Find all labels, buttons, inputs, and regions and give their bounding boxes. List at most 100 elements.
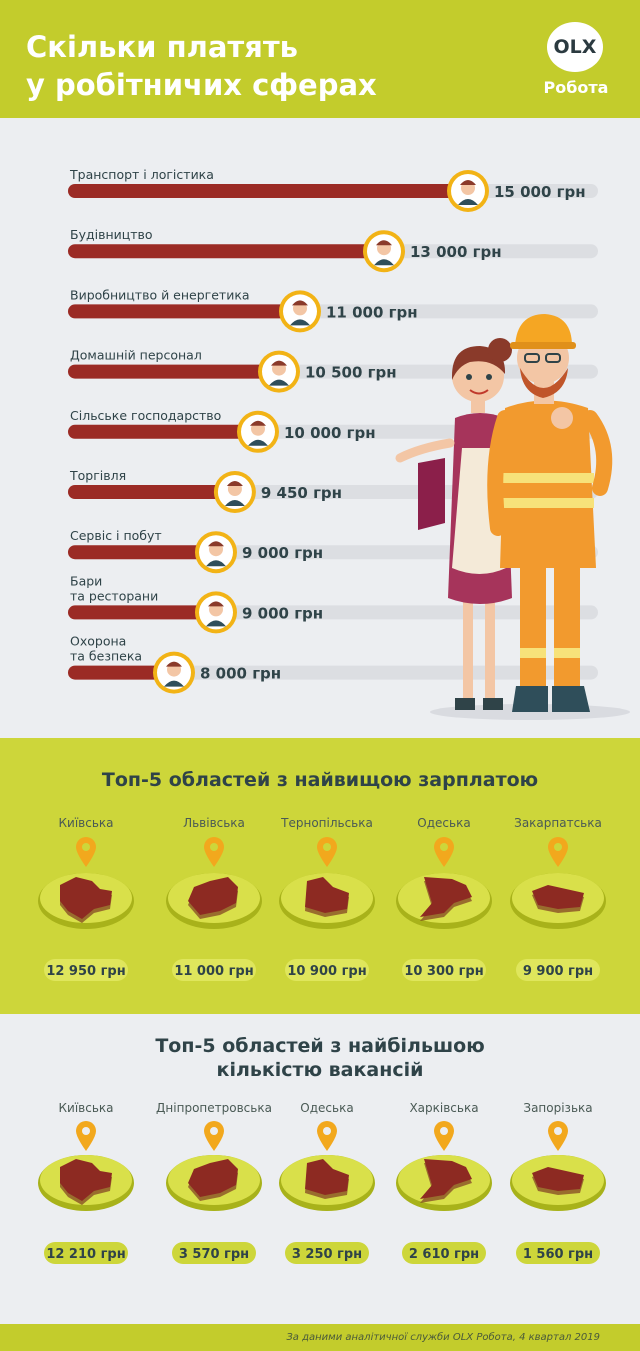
- bar: [68, 424, 258, 439]
- pin-dot: [554, 1127, 562, 1135]
- region-value: 2 610 грн: [409, 1247, 479, 1262]
- region-map-icon: [188, 1159, 238, 1197]
- category-label: Домашній персонал: [70, 348, 202, 363]
- region-name: Запорізька: [523, 1101, 592, 1115]
- region-map-icon: [188, 877, 238, 915]
- salary-by-sector-section: 15 000 грн Транспорт і логістика 13 000 гр…: [0, 118, 640, 738]
- bar: [68, 184, 468, 198]
- title-line-2: у робітничих сферах: [26, 68, 377, 102]
- value-pill: [44, 1242, 128, 1264]
- worker-body: [374, 259, 394, 266]
- top-vacancy-title: Топ-5 областей з найбільшою кількістю ва…: [0, 1034, 640, 1082]
- logo-text: OLX: [553, 36, 597, 58]
- location-pin-icon: [317, 837, 337, 867]
- region-value: 9 900 грн: [523, 964, 593, 979]
- region-name: Львівська: [183, 816, 245, 830]
- location-pin-icon: [548, 837, 568, 867]
- worker-body: [206, 620, 226, 627]
- worker-hair: [376, 240, 392, 246]
- region-map-icon: [532, 1167, 584, 1191]
- bar: [68, 665, 174, 680]
- value-pill: [285, 1242, 369, 1264]
- builder-illustration: [487, 314, 613, 712]
- region-map-icon: [60, 877, 112, 919]
- value-pill: [402, 959, 486, 981]
- bar: [68, 605, 216, 620]
- value-pill: [172, 959, 256, 981]
- worker-body: [248, 439, 268, 446]
- region-value: 12 950 грн: [46, 964, 125, 979]
- value-pill: [285, 959, 369, 981]
- source-note: За даними аналітичної служби OLX Робота,…: [0, 1324, 640, 1351]
- top-salary-regions-chart: Київська 12 950 грн Львівська 11 000 грн Тер…: [38, 816, 606, 981]
- value-pill: [516, 959, 600, 981]
- location-pin-icon: [204, 1121, 224, 1151]
- pin-dot: [440, 843, 448, 851]
- worker-body: [269, 379, 289, 386]
- region-map-icon: [60, 1159, 112, 1201]
- category-label: Транспорт і логістика: [69, 167, 214, 182]
- value-label: 9 450 грн: [261, 484, 342, 502]
- region-name: Одеська: [417, 816, 470, 830]
- category-label: та безпека: [70, 649, 142, 664]
- top-vacancy-regions-section: Топ-5 областей з найбільшою кількістю ва…: [0, 1014, 640, 1324]
- pin-dot: [210, 1127, 218, 1135]
- value-label: 8 000 грн: [200, 665, 281, 683]
- page-title: Скільки платять у робітничих сферах: [26, 28, 446, 104]
- worker-body: [224, 500, 245, 506]
- worker-hair: [292, 300, 308, 306]
- value-pill: [172, 1242, 256, 1264]
- bar: [68, 364, 279, 379]
- worker-body: [206, 560, 226, 567]
- category-label: та ресторани: [70, 588, 158, 603]
- worker-hair: [166, 661, 182, 667]
- top-salary-regions-section: Топ-5 областей з найвищою зарплатою Київ…: [0, 738, 640, 1014]
- value-pill: [402, 1242, 486, 1264]
- value-label: 13 000 грн: [410, 243, 502, 261]
- region-name: Дніпропетровська: [156, 1101, 272, 1115]
- category-label: Торгівля: [69, 468, 126, 483]
- worker-body: [164, 680, 184, 687]
- region-value: 1 560 грн: [523, 1247, 593, 1262]
- pin-dot: [82, 1127, 90, 1135]
- value-label: 9 000 грн: [242, 544, 323, 562]
- region-name: Харківська: [409, 1101, 478, 1115]
- value-label: 9 000 грн: [242, 604, 323, 622]
- region-map-icon: [420, 877, 472, 917]
- value-pill: [516, 1242, 600, 1264]
- category-label: Сільське господарство: [70, 408, 221, 423]
- top-vacancy-title-line-2: кількістю вакансій: [216, 1059, 424, 1081]
- worker-body: [290, 319, 310, 326]
- location-pin-icon: [204, 837, 224, 867]
- worker-hair: [460, 180, 476, 185]
- bar: [68, 304, 300, 319]
- value-pill: [44, 959, 128, 981]
- worker-hair: [250, 420, 266, 426]
- region-map-icon: [305, 1159, 349, 1195]
- worker-hair: [208, 541, 224, 547]
- category-label: Будівництво: [70, 227, 153, 242]
- region-map-icon: [420, 1159, 472, 1199]
- value-label: 11 000 грн: [326, 303, 418, 321]
- worker-hair: [208, 601, 224, 607]
- title-line-1: Скільки платять: [26, 30, 299, 64]
- location-pin-icon: [434, 837, 454, 867]
- value-label: 10 000 грн: [284, 424, 376, 442]
- region-value: 12 210 грн: [46, 1247, 125, 1262]
- olx-logo: OLX: [547, 22, 603, 72]
- region-name: Тернопільська: [280, 816, 373, 830]
- category-label: Охорона: [70, 634, 126, 649]
- region-value: 11 000 грн: [174, 964, 253, 979]
- worker-body: [458, 199, 478, 205]
- region-value: 3 570 грн: [179, 1247, 249, 1262]
- location-pin-icon: [548, 1121, 568, 1151]
- top-vacancy-title-line-1: Топ-5 областей з найбільшою: [155, 1035, 485, 1057]
- region-map-icon: [305, 877, 349, 913]
- top-vacancy-regions-chart: Київська 12 210 грн Дніпропетровська 3 570 …: [38, 1101, 606, 1264]
- region-name: Одеська: [300, 1101, 353, 1115]
- pin-dot: [210, 843, 218, 851]
- sector-bar-chart: 15 000 грн Транспорт і логістика 13 000 гр…: [68, 167, 630, 720]
- region-value: 3 250 грн: [292, 1247, 362, 1262]
- pin-dot: [440, 1127, 448, 1135]
- bar: [68, 485, 235, 499]
